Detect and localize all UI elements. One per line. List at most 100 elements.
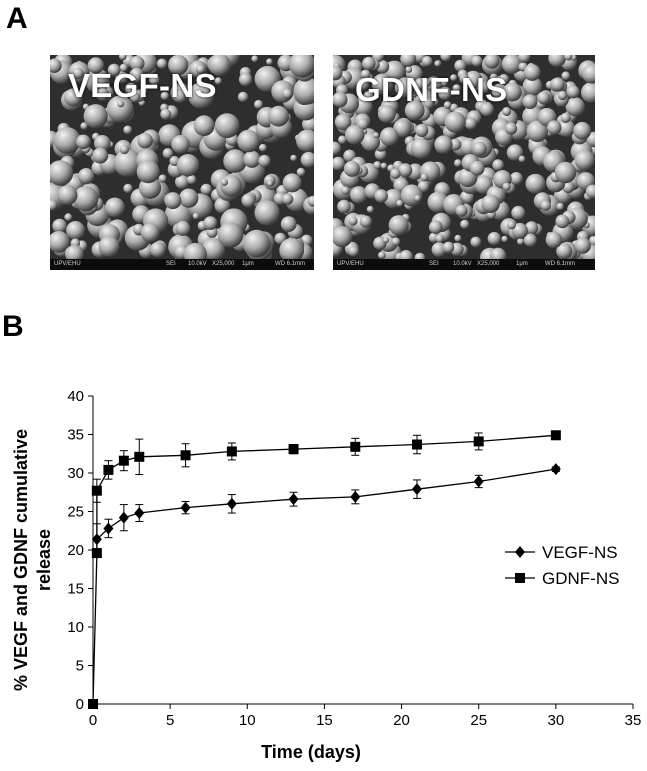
nanosphere (565, 97, 585, 117)
nanosphere (171, 135, 190, 154)
nanosphere (65, 244, 84, 264)
nanosphere (511, 222, 528, 239)
nanosphere (421, 96, 435, 110)
data-point (350, 441, 361, 452)
nanosphere (344, 124, 365, 145)
nanosphere (487, 231, 501, 246)
y-tick-label: 5 (76, 658, 84, 675)
nanosphere (460, 219, 470, 229)
nanosphere (137, 132, 153, 149)
nanosphere (518, 55, 531, 63)
nanosphere (214, 77, 222, 85)
nanosphere (237, 91, 249, 103)
nanosphere (449, 138, 462, 151)
nanosphere (471, 55, 483, 67)
nanosphere (556, 202, 564, 211)
nanosphere (438, 86, 452, 100)
y-tick-label: 10 (67, 619, 84, 636)
nanosphere (443, 101, 452, 109)
data-point (134, 451, 145, 462)
nanosphere (429, 220, 443, 234)
nanosphere (176, 154, 200, 177)
x-tick-label: 20 (393, 712, 410, 729)
info-voltage: 10.0kV (188, 261, 207, 267)
nanosphere (162, 148, 174, 159)
nanosphere (555, 214, 570, 229)
nanosphere (431, 242, 447, 257)
nanosphere (203, 216, 218, 231)
series-line (92, 434, 556, 705)
nanosphere (64, 213, 73, 222)
nanosphere (388, 215, 409, 236)
nanosphere (254, 200, 280, 226)
nanosphere (523, 64, 541, 81)
y-tick-label: 40 (67, 388, 84, 405)
x-tick-label: 5 (166, 712, 174, 729)
nanosphere (53, 127, 81, 154)
nanosphere (123, 125, 133, 135)
nanosphere (359, 215, 372, 228)
x-tick-label: 15 (316, 712, 333, 729)
nanosphere (360, 69, 371, 80)
nanosphere (464, 70, 483, 89)
nanosphere (334, 113, 352, 131)
nanosphere (92, 147, 109, 164)
info-scale: 1μm (242, 261, 254, 267)
nanosphere (506, 144, 524, 161)
panel-letter-b: B (2, 310, 24, 343)
nanosphere (220, 178, 229, 186)
nanosphere (550, 77, 565, 92)
nanosphere (149, 74, 160, 86)
chart-axes: 0 5 10 15 20 25 30 35 40 0 5 10 15 20 25 30 35 (67, 388, 641, 729)
nanosphere (537, 91, 551, 105)
nanosphere (525, 173, 546, 194)
nanosphere-texture (50, 55, 314, 267)
nanosphere (434, 60, 441, 67)
nanosphere (444, 111, 466, 133)
nanosphere (293, 77, 314, 105)
nanosphere (410, 137, 432, 159)
nanosphere (554, 161, 577, 184)
nanosphere (385, 95, 392, 102)
y-tick-label: 25 (67, 504, 84, 521)
nanosphere (452, 84, 461, 93)
legend-marker (515, 546, 525, 558)
nanosphere (119, 63, 128, 72)
nanosphere (435, 234, 444, 243)
nanosphere (158, 174, 167, 183)
nanosphere (188, 82, 215, 109)
nanosphere (374, 189, 388, 203)
nanosphere (156, 58, 168, 69)
nanosphere (574, 150, 595, 171)
nanosphere (548, 55, 566, 67)
nanosphere (371, 73, 394, 95)
nanosphere (396, 199, 404, 207)
nanosphere (423, 78, 431, 87)
nanosphere (561, 71, 571, 81)
data-point (103, 522, 114, 535)
nanosphere (489, 73, 498, 82)
nanosphere (268, 105, 289, 127)
nanosphere (266, 58, 273, 65)
nanosphere (72, 186, 99, 212)
nanosphere (492, 159, 504, 171)
nanosphere (50, 231, 70, 253)
nanosphere (582, 64, 595, 84)
nanosphere (337, 199, 351, 214)
nanosphere (307, 195, 314, 207)
nanosphere (511, 205, 526, 220)
nanosphere (282, 173, 302, 193)
nanosphere (83, 104, 108, 129)
nanosphere (76, 134, 91, 150)
nanosphere (441, 79, 448, 86)
nanosphere (282, 88, 293, 99)
nanosphere (85, 68, 110, 93)
nanosphere (373, 161, 382, 170)
nanosphere (540, 200, 551, 211)
nanosphere (279, 238, 305, 263)
legend-entry: VEGF-NS (542, 543, 618, 562)
nanosphere (333, 156, 346, 171)
nanosphere (343, 160, 360, 177)
nanosphere (484, 55, 500, 69)
chart-legend: VEGF-NS GDNF-NS (505, 543, 619, 588)
